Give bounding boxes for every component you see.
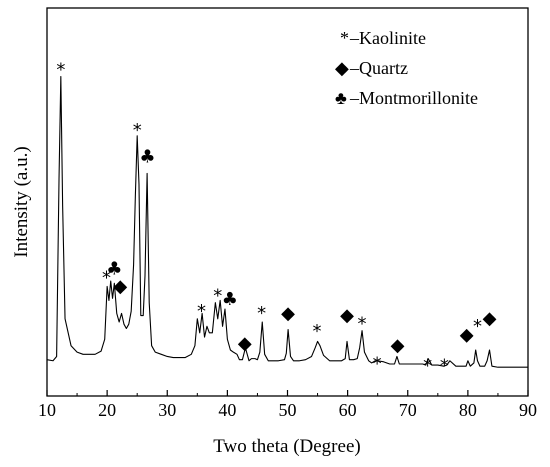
peak-marker-quartz: ◆ bbox=[483, 308, 497, 329]
peak-marker-kaolinite: * bbox=[423, 356, 432, 377]
peak-marker-kaolinite: * bbox=[133, 120, 142, 141]
peak-marker-montmorillonite: ♣ bbox=[139, 147, 155, 168]
peak-markers: **♣◆*♣** ♣◆* ◆*◆ **◆* *◆ * ◆ bbox=[56, 60, 496, 377]
y-axis-title: Intensity (a.u.) bbox=[11, 146, 32, 257]
x-tick-label-90: 90 bbox=[519, 400, 537, 420]
peak-marker-quartz: ◆ bbox=[460, 324, 474, 345]
legend-symbol-quartz: ◆ bbox=[335, 58, 349, 78]
peak-marker-quartz: ◆ bbox=[113, 276, 127, 297]
peak-marker-kaolinite: * bbox=[358, 314, 367, 335]
peak-marker-kaolinite: * bbox=[213, 286, 222, 307]
peak-marker-montmorillonite: ♣ bbox=[222, 289, 238, 310]
peak-marker-quartz: ◆ bbox=[281, 303, 295, 324]
peak-marker-quartz: ◆ bbox=[391, 335, 405, 356]
legend: * –Kaolinite ◆ –Quartz ♣ –Montmorillonit… bbox=[335, 28, 478, 108]
peak-marker-montmorillonite: ♣ bbox=[106, 259, 122, 280]
peak-marker-kaolinite: * bbox=[440, 356, 449, 377]
legend-label-kaolinite: –Kaolinite bbox=[349, 28, 426, 48]
x-tick-label-50: 50 bbox=[279, 400, 297, 420]
legend-label-montmorillonite: –Montmorillonite bbox=[349, 88, 478, 108]
legend-label-quartz: –Quartz bbox=[349, 58, 408, 78]
x-tick-label-40: 40 bbox=[218, 400, 236, 420]
peak-marker-quartz: ◆ bbox=[238, 333, 252, 354]
x-tick-label-70: 70 bbox=[399, 400, 417, 420]
peak-marker-quartz: ◆ bbox=[340, 305, 354, 326]
x-tick-label-80: 80 bbox=[459, 400, 477, 420]
legend-symbol-kaolinite: * bbox=[340, 28, 349, 48]
peak-marker-kaolinite: * bbox=[473, 316, 482, 337]
x-tick-label-60: 60 bbox=[339, 400, 357, 420]
peak-marker-kaolinite: * bbox=[102, 267, 111, 288]
xrd-pattern-line bbox=[46, 75, 528, 368]
x-axis-ticks bbox=[46, 390, 529, 396]
peak-marker-kaolinite: * bbox=[312, 321, 321, 342]
peak-marker-kaolinite: * bbox=[197, 301, 206, 322]
legend-symbol-montmorillonite: ♣ bbox=[335, 88, 347, 108]
x-axis-tick-labels: 10 20 30 40 50 60 70 80 90 bbox=[38, 400, 537, 420]
x-tick-label-30: 30 bbox=[158, 400, 176, 420]
x-tick-label-20: 20 bbox=[98, 400, 116, 420]
x-axis-title: Two theta (Degree) bbox=[213, 436, 360, 457]
peak-marker-kaolinite: * bbox=[56, 60, 65, 81]
peak-marker-kaolinite: * bbox=[373, 354, 382, 375]
peak-marker-kaolinite: * bbox=[257, 303, 266, 324]
x-tick-label-10: 10 bbox=[38, 400, 56, 420]
